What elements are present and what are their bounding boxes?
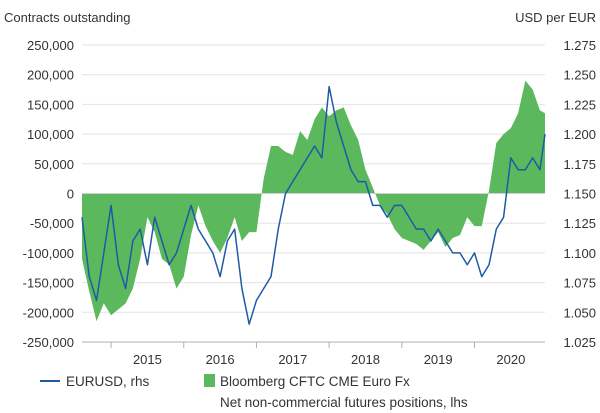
right-tick-label: 1.125	[563, 216, 596, 231]
right-tick-label: 1.025	[563, 335, 596, 350]
left-tick-label: -200,000	[23, 305, 74, 320]
legend-swatch-cftc	[204, 374, 215, 387]
left-tick-label: 200,000	[27, 68, 74, 83]
left-axis: 250,000 200,000 150,000 100,000 50,000 0 -50,0…	[23, 38, 74, 350]
x-tick-label: 2015	[133, 352, 162, 367]
line-layer	[81, 85, 546, 325]
series-area-cftc	[82, 80, 545, 322]
left-tick-label: -50,000	[30, 216, 74, 231]
right-tick-label: 1.150	[563, 187, 596, 202]
left-tick-label: 150,000	[27, 97, 74, 112]
area-layer	[82, 80, 545, 322]
left-tick-label: 100,000	[27, 127, 74, 142]
right-tick-label: 1.275	[563, 38, 596, 53]
x-tick-label: 2016	[206, 352, 235, 367]
right-tick-label: 1.050	[563, 305, 596, 320]
x-tick-label: 2019	[424, 352, 453, 367]
right-axis: 1.275 1.250 1.225 1.200 1.175 1.150 1.125 1.100…	[563, 38, 596, 350]
series-line-eurusd	[81, 85, 546, 325]
right-tick-label: 1.100	[563, 246, 596, 261]
right-tick-label: 1.250	[563, 68, 596, 83]
right-tick-label: 1.225	[563, 97, 596, 112]
legend-label-eurusd: EURUSD, rhs	[66, 374, 150, 389]
x-tick-label: 2017	[278, 352, 307, 367]
left-axis-title: Contracts outstanding	[4, 10, 130, 25]
left-tick-label: 0	[67, 187, 74, 202]
left-tick-label: -150,000	[23, 276, 74, 291]
legend-label-cftc: Bloomberg CFTC CME Euro Fx	[220, 374, 410, 389]
x-tick-label: 2018	[351, 352, 380, 367]
left-tick-label: 50,000	[34, 157, 74, 172]
right-tick-label: 1.200	[563, 127, 596, 142]
left-tick-label: -250,000	[23, 335, 74, 350]
legend: EURUSD, rhs Bloomberg CFTC CME Euro Fx N…	[40, 374, 468, 410]
right-axis-title: USD per EUR	[515, 10, 596, 25]
right-tick-label: 1.075	[563, 276, 596, 291]
left-tick-label: -100,000	[23, 246, 74, 261]
x-axis: 2015 2016 2017 2018 2019 2020	[82, 341, 545, 367]
left-tick-label: 250,000	[27, 38, 74, 53]
right-tick-label: 1.175	[563, 157, 596, 172]
x-tick-label: 2020	[496, 352, 525, 367]
legend-label-cftc-line2: Net non-commercial futures positions, lh…	[220, 395, 468, 410]
